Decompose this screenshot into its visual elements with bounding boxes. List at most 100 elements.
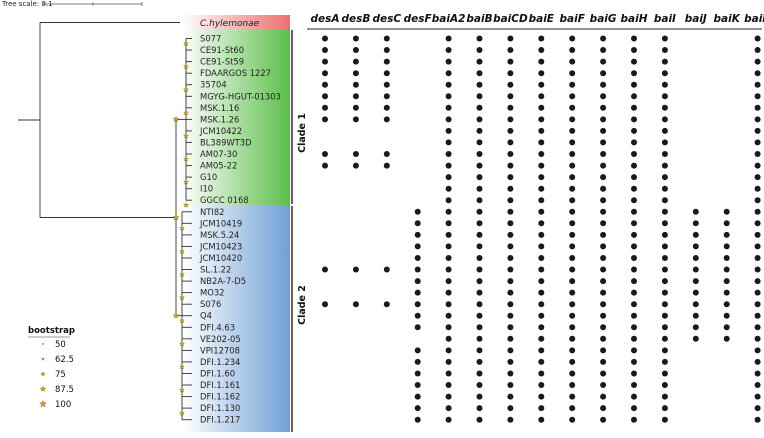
presence-dot — [476, 58, 483, 65]
presence-dot — [754, 104, 761, 111]
presence-dot — [538, 266, 545, 273]
presence-dot — [352, 58, 359, 65]
presence-dot — [322, 93, 328, 100]
node-bootstrap-star-icon — [179, 294, 185, 301]
presence-dot — [600, 335, 607, 342]
presence-dot — [538, 70, 545, 77]
presence-dot — [661, 382, 668, 388]
presence-dot — [600, 197, 607, 204]
presence-dot — [445, 289, 452, 296]
presence-dot — [538, 93, 545, 100]
presence-dot — [445, 358, 452, 365]
presence-dot — [600, 416, 607, 423]
leaf-label: BL389WT3D — [200, 137, 252, 147]
presence-dot — [600, 104, 607, 111]
presence-dot — [414, 358, 421, 365]
presence-dot — [723, 278, 730, 285]
presence-dot — [692, 255, 699, 261]
presence-dot — [352, 104, 359, 111]
presence-dot — [754, 312, 761, 319]
presence-dot — [476, 174, 483, 181]
presence-dot — [631, 58, 637, 65]
presence-dot — [569, 312, 576, 319]
presence-dot — [414, 243, 421, 250]
presence-dot — [754, 116, 761, 123]
presence-dot — [723, 301, 730, 308]
presence-dot — [383, 70, 390, 77]
presence-dot — [569, 35, 576, 42]
tree-scale-label: Tree scale: 0.1 — [1, 0, 53, 8]
presence-dot — [600, 358, 607, 365]
presence-dot — [631, 405, 637, 412]
presence-dot — [754, 47, 761, 53]
leaf-label: AM07-30 — [200, 149, 237, 159]
presence-dot — [569, 70, 576, 77]
presence-dot — [723, 324, 730, 331]
presence-dot — [692, 278, 699, 285]
gene-header: baiB — [466, 13, 492, 25]
presence-dot — [352, 70, 359, 77]
presence-dot — [445, 104, 452, 111]
presence-dot — [631, 231, 637, 238]
presence-dot — [661, 174, 668, 181]
presence-dot — [352, 116, 359, 123]
node-bootstrap-star-icon — [172, 115, 180, 123]
presence-dot — [476, 255, 483, 261]
presence-dot — [445, 335, 452, 342]
presence-dot — [661, 70, 668, 77]
presence-dot — [476, 382, 483, 388]
presence-dot — [414, 416, 421, 423]
presence-dot — [507, 208, 514, 215]
presence-dot — [661, 208, 668, 215]
presence-dot — [631, 139, 637, 146]
node-bootstrap-star-icon — [183, 178, 189, 185]
presence-dot — [631, 93, 637, 100]
presence-dot — [692, 289, 699, 296]
presence-dot — [476, 93, 483, 100]
presence-dot — [661, 116, 668, 123]
presence-dot — [692, 335, 699, 342]
presence-dot — [538, 347, 545, 354]
leaf-label: DFI.4.63 — [200, 322, 235, 332]
leaf-label: AM05-22 — [200, 161, 237, 171]
presence-dot — [600, 382, 607, 388]
presence-dot — [631, 255, 637, 261]
presence-dot — [692, 220, 699, 227]
presence-dot — [569, 289, 576, 296]
presence-dot — [661, 393, 668, 400]
legend-title: bootstrap — [28, 326, 75, 336]
presence-dot — [723, 208, 730, 215]
presence-dot — [445, 139, 452, 146]
presence-dot — [692, 266, 699, 273]
presence-dot — [476, 35, 483, 42]
presence-dot — [538, 162, 545, 169]
presence-dot — [507, 116, 514, 123]
presence-dot — [507, 393, 514, 400]
presence-dot — [754, 139, 761, 146]
presence-dot — [692, 324, 699, 331]
presence-dot — [600, 278, 607, 285]
presence-dot — [507, 197, 514, 204]
presence-dot — [538, 81, 545, 88]
presence-dot — [754, 289, 761, 296]
presence-dot — [507, 266, 514, 273]
presence-dot — [414, 312, 421, 319]
presence-dot — [661, 243, 668, 250]
presence-dot — [445, 393, 452, 400]
presence-dot — [476, 220, 483, 227]
presence-dot — [445, 70, 452, 77]
presence-dot — [476, 185, 483, 192]
gene-header: desF — [404, 13, 433, 25]
presence-dot — [476, 370, 483, 377]
presence-dot — [631, 81, 637, 88]
presence-dot — [507, 139, 514, 146]
presence-dot — [569, 393, 576, 400]
presence-dot — [661, 185, 668, 192]
leaf-label: DFI.1.161 — [200, 380, 240, 390]
node-bootstrap-star-icon — [183, 40, 189, 47]
presence-dot — [569, 231, 576, 238]
presence-dot — [631, 301, 637, 308]
leaf-label: MSK.5.24 — [200, 230, 239, 240]
gene-header: baiG — [590, 13, 617, 25]
presence-dot — [414, 347, 421, 354]
